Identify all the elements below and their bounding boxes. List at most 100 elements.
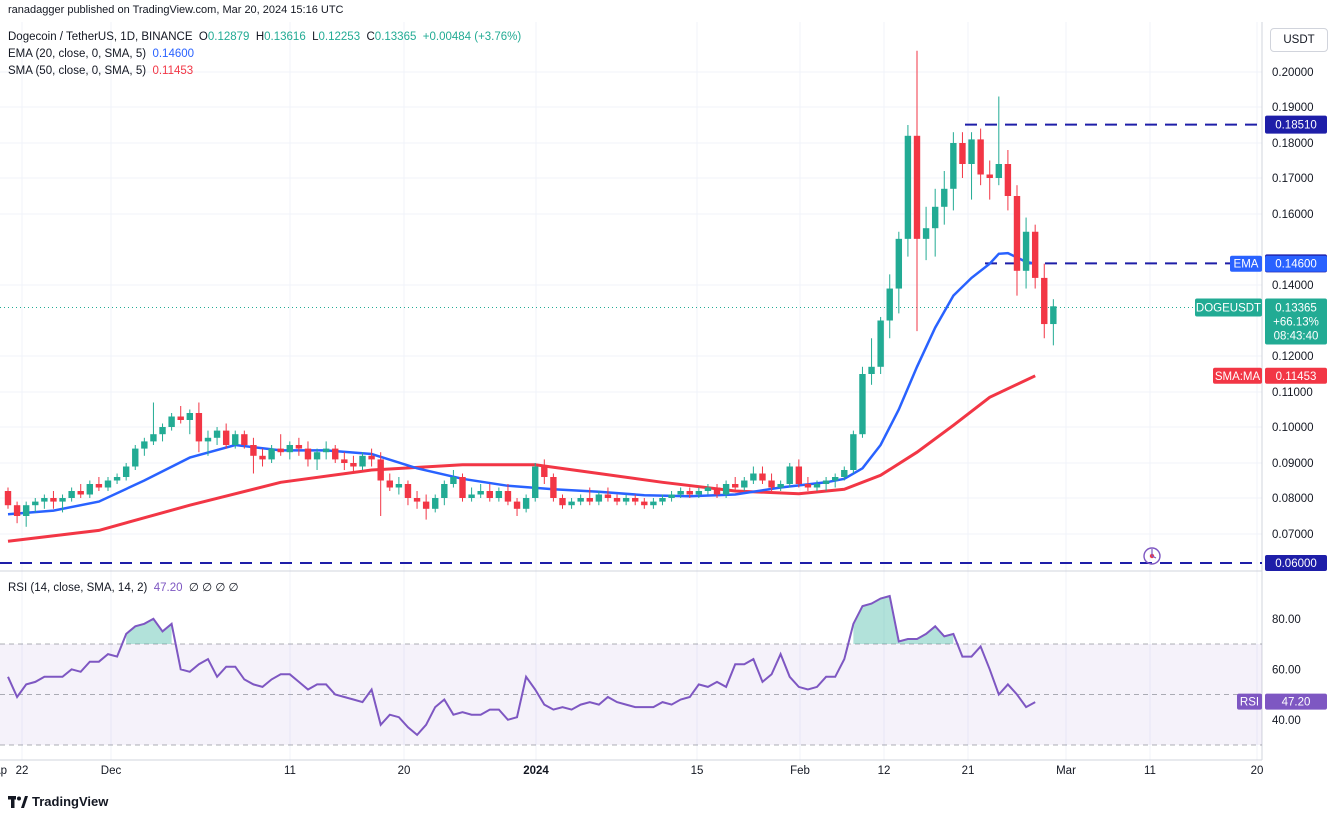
candle-up <box>777 484 784 488</box>
candle-down <box>1031 231 1039 278</box>
time-tick-label: 20 <box>1251 765 1264 777</box>
candle-up <box>741 480 748 488</box>
candle-down <box>550 477 557 498</box>
candle-down <box>332 448 339 460</box>
ema-line-group <box>7 251 1036 516</box>
rsi-legend[interactable]: RSI (14, close, SMA, 14, 2) 47.20 ∅ ∅ ∅ … <box>8 581 239 595</box>
candle-up <box>450 477 457 484</box>
change-value: +0.00484 (+3.76%) <box>422 31 522 43</box>
candle-up <box>168 416 175 427</box>
close-value: 0.13365 <box>374 31 417 43</box>
candle-down <box>913 135 921 239</box>
candle-up <box>532 466 539 498</box>
sma-value: 0.11453 <box>152 65 194 77</box>
ema-legend[interactable]: EMA (20, close, 0, SMA, 5) 0.14600 <box>8 47 194 61</box>
ema-name-tag-bg <box>1230 255 1262 272</box>
candle-down <box>732 484 739 488</box>
candle-up <box>150 434 157 442</box>
candle-up <box>750 473 757 481</box>
open-value: 0.12879 <box>207 31 250 43</box>
candle-up <box>477 491 484 495</box>
candle-up <box>1022 231 1030 271</box>
price-tick-label: 0.11000 <box>1272 387 1313 399</box>
candle-down <box>277 448 284 453</box>
candle-up <box>831 477 839 481</box>
candle-down <box>50 498 57 502</box>
alert-clock-icon[interactable] <box>1143 547 1161 565</box>
brand-footer[interactable]: TradingView <box>8 794 108 809</box>
publisher-line: ranadagger published on TradingView.com,… <box>8 4 344 16</box>
level-tag-top-bg <box>1265 115 1327 134</box>
candle-down <box>459 477 466 498</box>
candle-up <box>931 206 939 229</box>
ema-name-tag: EMA <box>1234 259 1259 271</box>
time-tick-label: 15 <box>691 765 704 777</box>
candle-down <box>250 445 257 456</box>
close-label: C <box>366 31 375 43</box>
rsi-tick-label: 60.00 <box>1272 664 1301 676</box>
candle-down <box>295 445 303 449</box>
candle-up <box>432 498 439 509</box>
price-axis: 0.20000 0.19000 0.18000 0.17000 0.16000 0.140… <box>1272 67 1314 541</box>
symbol-name-tag: DOGEUSDT <box>1196 303 1261 315</box>
candle-up <box>595 494 603 502</box>
currency-button[interactable]: USDT <box>1270 28 1328 52</box>
candle-down <box>341 459 348 463</box>
rsi-name-tag: RSI <box>1240 697 1259 709</box>
candle-down <box>1041 277 1048 325</box>
low-value: 0.12253 <box>318 31 361 43</box>
symbol-name[interactable]: Dogecoin / TetherUS, 1D, BINANCE <box>8 31 193 43</box>
candle-down <box>586 498 593 502</box>
price-tags: 0.185100.146100.06000EMA0.14600DOGEUSDT0… <box>1195 115 1327 710</box>
ema-20-line <box>7 251 1036 516</box>
time-tick-label: 20 <box>398 765 411 777</box>
level-tag-top: 0.18510 <box>1275 120 1317 132</box>
time-axis: 22 Dec 11 20 2024 15 Feb 12 21 Mar 11 20 Ap <box>0 765 1263 777</box>
candle-down <box>377 459 384 481</box>
candle-down <box>541 466 548 477</box>
candle-up <box>322 448 330 453</box>
time-tick-label: 22 <box>16 765 29 777</box>
candle-down <box>632 498 639 502</box>
brand-name: TradingView <box>32 794 109 809</box>
candle-up <box>68 491 75 498</box>
low-label: L <box>312 31 319 43</box>
candle-up <box>704 487 712 491</box>
candle-down <box>404 484 412 498</box>
candle-down <box>513 501 521 509</box>
candle-down <box>486 491 493 498</box>
candle-up <box>622 498 630 502</box>
candle-up <box>441 484 448 498</box>
candle-down <box>95 484 103 488</box>
candle-down <box>1004 164 1012 196</box>
candle-down <box>304 448 312 460</box>
candle-down <box>1013 196 1021 271</box>
candle-up <box>141 441 148 449</box>
candle-down <box>413 498 421 502</box>
candle-up <box>568 501 575 506</box>
candle-up <box>495 491 503 498</box>
rsi-grid <box>0 643 1262 746</box>
candle-down <box>977 139 984 175</box>
candle-down <box>4 491 12 506</box>
sma-legend[interactable]: SMA (50, close, 0, SMA, 5) 0.11453 <box>8 64 193 78</box>
high-value: 0.13616 <box>264 31 306 43</box>
candle-up <box>204 437 212 442</box>
candle-down <box>386 480 393 488</box>
candle-down <box>795 466 803 484</box>
price-tick-label: 0.07000 <box>1272 529 1314 541</box>
rsi-series <box>7 594 1036 737</box>
bar-countdown: 08:43:40 <box>1274 331 1319 343</box>
candle-up <box>159 427 166 435</box>
candle-down <box>804 484 812 488</box>
sma-50-line <box>7 374 1036 543</box>
candle-down <box>686 491 693 495</box>
last-price-value: 0.13365 <box>1275 303 1317 315</box>
candle-up <box>995 164 1003 178</box>
price-tick-label: 0.18000 <box>1272 138 1314 150</box>
candle-up <box>868 366 875 374</box>
candle-up <box>822 480 830 484</box>
time-tick-label: 11 <box>284 765 296 777</box>
candle-up <box>813 484 821 488</box>
